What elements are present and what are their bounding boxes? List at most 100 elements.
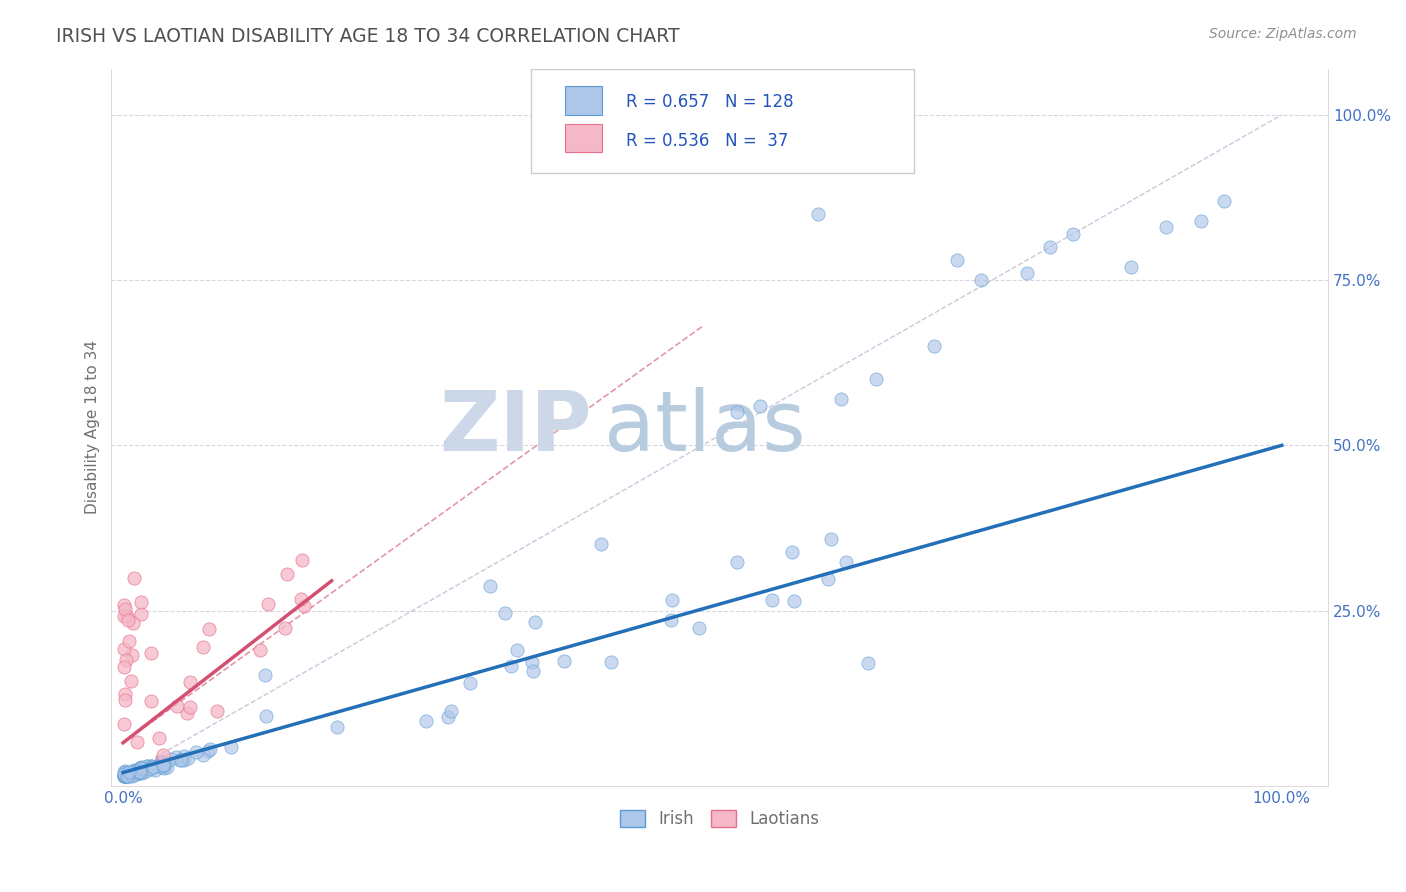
Point <box>780 545 803 559</box>
Point <box>761 592 783 607</box>
Point <box>115 652 138 666</box>
Point <box>124 764 146 779</box>
Point <box>118 769 141 783</box>
Point <box>128 764 150 779</box>
Bar <box>565 124 602 153</box>
Point <box>131 764 153 778</box>
Point <box>127 765 149 780</box>
Point <box>129 760 152 774</box>
Point <box>120 766 142 780</box>
Point <box>114 764 136 779</box>
Point <box>506 643 529 657</box>
Point <box>1039 240 1062 254</box>
Point <box>131 763 153 777</box>
Point <box>149 759 172 773</box>
Point <box>141 760 163 774</box>
Point <box>122 767 145 781</box>
Point <box>117 768 139 782</box>
Point <box>141 760 163 774</box>
Point <box>128 765 150 780</box>
Point <box>146 758 169 772</box>
Point <box>143 763 166 777</box>
Point <box>117 767 139 781</box>
Point <box>177 751 200 765</box>
Point <box>165 750 187 764</box>
Point <box>112 767 135 781</box>
Bar <box>565 87 602 115</box>
Point <box>120 767 142 781</box>
Point <box>128 766 150 780</box>
Text: R = 0.657   N = 128: R = 0.657 N = 128 <box>626 94 794 112</box>
Point <box>114 769 136 783</box>
Point <box>129 761 152 775</box>
Text: ZIP: ZIP <box>440 386 592 467</box>
Point <box>170 753 193 767</box>
Point <box>112 599 135 613</box>
Point <box>125 766 148 780</box>
Point <box>524 615 547 630</box>
Point <box>197 744 219 758</box>
Point <box>820 532 842 546</box>
Point <box>118 765 141 780</box>
Point <box>1062 227 1084 241</box>
Point <box>112 767 135 781</box>
Point <box>274 621 297 635</box>
Point <box>166 699 188 714</box>
Point <box>112 769 135 783</box>
Point <box>112 717 135 731</box>
Point <box>437 710 460 724</box>
Point <box>257 597 280 611</box>
Point <box>783 594 806 608</box>
Text: atlas: atlas <box>605 386 806 467</box>
Point <box>458 676 481 690</box>
Point <box>156 760 179 774</box>
Point <box>494 606 516 620</box>
Point <box>179 699 201 714</box>
Point <box>122 763 145 777</box>
Point <box>173 748 195 763</box>
Point <box>129 607 152 621</box>
Point <box>114 769 136 783</box>
Point <box>835 555 858 569</box>
Point <box>749 399 772 413</box>
Point <box>115 769 138 783</box>
Point <box>114 687 136 701</box>
Point <box>219 739 242 754</box>
Point <box>117 768 139 782</box>
Point <box>115 609 138 624</box>
Point <box>807 207 830 221</box>
Point <box>115 767 138 781</box>
Point <box>150 755 173 769</box>
Point <box>127 764 149 779</box>
Point <box>124 764 146 778</box>
Point <box>325 720 347 734</box>
Point <box>135 759 157 773</box>
Point <box>254 668 277 682</box>
Point <box>117 633 139 648</box>
Point <box>179 675 201 690</box>
Point <box>138 761 160 775</box>
Text: Source: ZipAtlas.com: Source: ZipAtlas.com <box>1209 27 1357 41</box>
Point <box>135 759 157 773</box>
Point <box>115 769 138 783</box>
Point <box>856 656 879 670</box>
Point <box>141 759 163 773</box>
Point <box>148 731 170 746</box>
Point <box>152 758 174 772</box>
Point <box>121 648 143 663</box>
Point <box>150 754 173 768</box>
Point <box>186 745 208 759</box>
FancyBboxPatch shape <box>531 69 914 172</box>
Point <box>946 253 969 268</box>
Point <box>191 747 214 762</box>
Point <box>292 599 315 613</box>
Point <box>131 761 153 775</box>
Point <box>120 768 142 782</box>
Point <box>152 756 174 770</box>
Point <box>1154 220 1177 235</box>
Point <box>1121 260 1143 274</box>
Point <box>169 753 191 767</box>
Point <box>141 694 163 708</box>
Point <box>124 764 146 778</box>
Point <box>117 765 139 780</box>
